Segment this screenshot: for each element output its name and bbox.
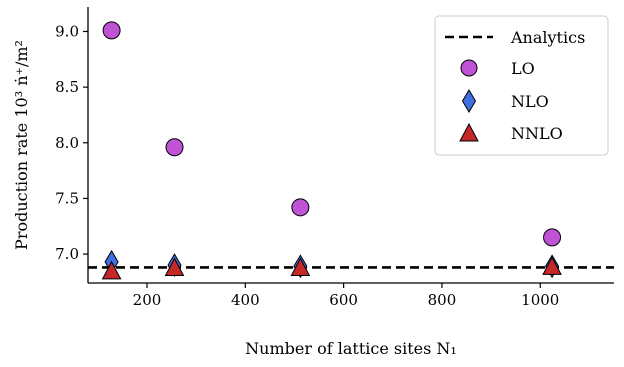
point-nnlo [164, 257, 185, 277]
x-tick-label: 200 [133, 291, 162, 309]
legend-label-nnlo: NNLO [511, 124, 563, 143]
point-nnlo [290, 257, 311, 277]
point-lo [102, 21, 121, 40]
legend-swatch-nnlo [459, 122, 479, 142]
y-tick-label: 7.0 [55, 245, 79, 263]
x-tick-label: 400 [231, 291, 260, 309]
y-tick-label: 7.5 [55, 189, 79, 207]
legend-label-nlo: NLO [511, 92, 549, 111]
y-tick-label: 9.0 [55, 22, 79, 40]
x-tick-label: 600 [329, 291, 358, 309]
x-tick-label: 800 [428, 291, 457, 309]
legend-label-analytics: Analytics [510, 28, 585, 47]
x-axis-label: Number of lattice sites N₁ [245, 339, 457, 358]
point-nnlo [101, 260, 122, 280]
legend-swatch-nlo [461, 89, 477, 113]
plot-area [88, 21, 614, 280]
point-nnlo [542, 256, 562, 275]
legend-label-lo: LO [511, 59, 535, 78]
y-axis-label: Production rate 10³ ṅ⁺/m² [12, 40, 31, 250]
point-lo [165, 138, 184, 157]
legend-frame [434, 15, 609, 156]
x-ticks: 200 400 600 800 1000 [133, 283, 559, 309]
legend-swatch-lo [460, 59, 478, 77]
point-lo [291, 198, 310, 217]
legend: Analytics LO NLO NNLO [434, 15, 609, 156]
x-tick-label: 1000 [521, 291, 559, 309]
y-tick-label: 8.5 [55, 78, 79, 96]
y-ticks: 7.0 7.5 8.0 8.5 9.0 [55, 22, 88, 263]
y-tick-label: 8.0 [55, 134, 79, 152]
point-lo [543, 228, 562, 247]
axes [87, 7, 614, 284]
